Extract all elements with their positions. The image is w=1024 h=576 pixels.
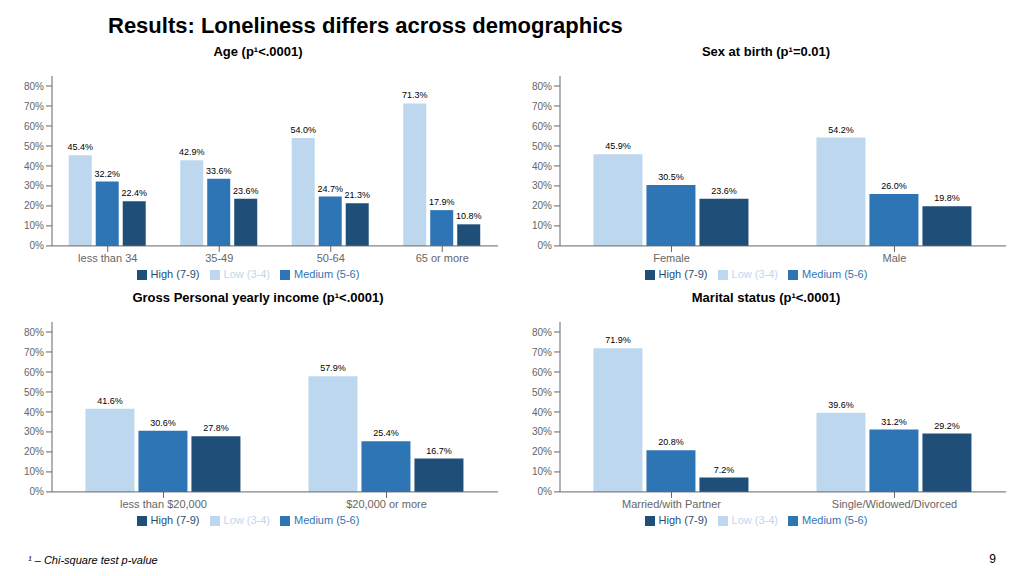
svg-text:80%: 80%	[24, 81, 44, 92]
svg-text:57.9%: 57.9%	[320, 363, 346, 373]
svg-text:71.3%: 71.3%	[402, 90, 428, 100]
html-text:High (7-9): High (7-9)	[658, 267, 708, 280]
html-text:Marital status (p¹<.0001): Marital status (p¹<.0001)	[691, 290, 841, 305]
svg-text:45.4%: 45.4%	[67, 142, 93, 152]
svg-text:24.7%: 24.7%	[317, 184, 343, 194]
svg-text:less than 34: less than 34	[78, 252, 137, 264]
html-text:Low (3-4): Low (3-4)	[731, 513, 778, 526]
svg-text:45.9%: 45.9%	[605, 141, 631, 151]
svg-text:65 or more: 65 or more	[416, 252, 469, 264]
svg-text:20%: 20%	[24, 200, 44, 211]
svg-text:Male: Male	[883, 252, 907, 264]
svg-text:20%: 20%	[24, 446, 44, 457]
svg-text:41.6%: 41.6%	[97, 396, 123, 406]
svg-text:50%: 50%	[24, 141, 44, 152]
svg-text:$20,000 or more: $20,000 or more	[346, 498, 427, 510]
html-text:Low (3-4): Low (3-4)	[731, 267, 778, 280]
svg-text:10%: 10%	[532, 220, 552, 231]
html-text:Medium (5-6): Medium (5-6)	[294, 513, 360, 526]
svg-text:60%: 60%	[24, 121, 44, 132]
html-text:Medium (5-6): Medium (5-6)	[802, 513, 868, 526]
svg-text:60%: 60%	[532, 367, 552, 378]
html-text:High (7-9): High (7-9)	[658, 513, 708, 526]
svg-text:20%: 20%	[532, 446, 552, 457]
svg-text:25.4%: 25.4%	[373, 428, 399, 438]
svg-text:19.8%: 19.8%	[934, 193, 960, 203]
svg-text:23.6%: 23.6%	[711, 186, 737, 196]
svg-text:32.2%: 32.2%	[94, 169, 120, 179]
html-text:Medium (5-6): Medium (5-6)	[802, 267, 868, 280]
svg-text:70%: 70%	[532, 347, 552, 358]
svg-text:40%: 40%	[24, 407, 44, 418]
svg-text:Married/with Partner: Married/with Partner	[622, 498, 721, 510]
svg-text:30%: 30%	[24, 180, 44, 191]
svg-text:80%: 80%	[24, 327, 44, 338]
svg-text:21.3%: 21.3%	[344, 190, 370, 200]
svg-text:40%: 40%	[24, 161, 44, 172]
svg-text:23.6%: 23.6%	[233, 186, 259, 196]
html-text:High (7-9): High (7-9)	[150, 267, 200, 280]
svg-text:20%: 20%	[532, 200, 552, 211]
svg-text:33.6%: 33.6%	[206, 166, 232, 176]
svg-text:30%: 30%	[532, 180, 552, 191]
svg-text:50%: 50%	[24, 387, 44, 398]
svg-text:40%: 40%	[532, 407, 552, 418]
svg-text:7.2%: 7.2%	[714, 465, 735, 475]
svg-text:0%: 0%	[30, 486, 45, 497]
svg-text:80%: 80%	[532, 327, 552, 338]
svg-text:27.8%: 27.8%	[203, 423, 229, 433]
svg-text:40%: 40%	[532, 161, 552, 172]
svg-text:70%: 70%	[24, 347, 44, 358]
svg-text:26.0%: 26.0%	[881, 181, 907, 191]
svg-text:Single/Widowed/Divorced: Single/Widowed/Divorced	[832, 498, 957, 510]
svg-text:20.8%: 20.8%	[658, 437, 684, 447]
svg-text:42.9%: 42.9%	[179, 147, 205, 157]
html-text:Medium (5-6): Medium (5-6)	[294, 267, 360, 280]
svg-text:54.0%: 54.0%	[290, 125, 316, 135]
svg-text:less than $20,000: less than $20,000	[120, 498, 207, 510]
svg-text:50%: 50%	[532, 141, 552, 152]
html-text:Low (3-4): Low (3-4)	[223, 513, 270, 526]
svg-text:31.2%: 31.2%	[881, 417, 907, 427]
svg-text:30%: 30%	[24, 426, 44, 437]
svg-text:50%: 50%	[532, 387, 552, 398]
svg-text:0%: 0%	[538, 486, 553, 497]
svg-text:70%: 70%	[24, 101, 44, 112]
svg-text:39.6%: 39.6%	[828, 400, 854, 410]
svg-text:60%: 60%	[24, 367, 44, 378]
svg-text:10%: 10%	[24, 466, 44, 477]
svg-text:30.5%: 30.5%	[658, 172, 684, 182]
svg-text:30.6%: 30.6%	[150, 418, 176, 428]
svg-text:50-64: 50-64	[317, 252, 345, 264]
svg-text:35-49: 35-49	[205, 252, 233, 264]
html-text:Results: Loneliness differs ac: Results: Loneliness differs across demog…	[108, 13, 623, 38]
html-text:High (7-9): High (7-9)	[150, 513, 200, 526]
html-text:Low (3-4): Low (3-4)	[223, 267, 270, 280]
svg-text:29.2%: 29.2%	[934, 421, 960, 431]
svg-text:22.4%: 22.4%	[121, 188, 147, 198]
svg-text:60%: 60%	[532, 121, 552, 132]
svg-text:70%: 70%	[532, 101, 552, 112]
svg-text:80%: 80%	[532, 81, 552, 92]
html-text:9: 9	[989, 552, 996, 566]
svg-text:16.7%: 16.7%	[426, 446, 452, 456]
svg-text:0%: 0%	[538, 240, 553, 251]
svg-text:30%: 30%	[532, 426, 552, 437]
html-text:¹ – Chi-square test p-value: ¹ – Chi-square test p-value	[28, 554, 158, 566]
html-text:Age (p¹<.0001): Age (p¹<.0001)	[213, 44, 303, 59]
svg-text:0%: 0%	[30, 240, 45, 251]
svg-text:71.9%: 71.9%	[605, 335, 631, 345]
svg-text:17.9%: 17.9%	[429, 197, 455, 207]
svg-text:10%: 10%	[532, 466, 552, 477]
html-text:Sex at birth (p¹=0.01): Sex at birth (p¹=0.01)	[701, 44, 831, 59]
svg-text:54.2%: 54.2%	[828, 125, 854, 135]
svg-text:Female: Female	[653, 252, 690, 264]
html-text:Gross Personal yearly income (: Gross Personal yearly income (p¹<.0001)	[132, 290, 384, 305]
svg-text:10.8%: 10.8%	[456, 211, 482, 221]
svg-text:10%: 10%	[24, 220, 44, 231]
